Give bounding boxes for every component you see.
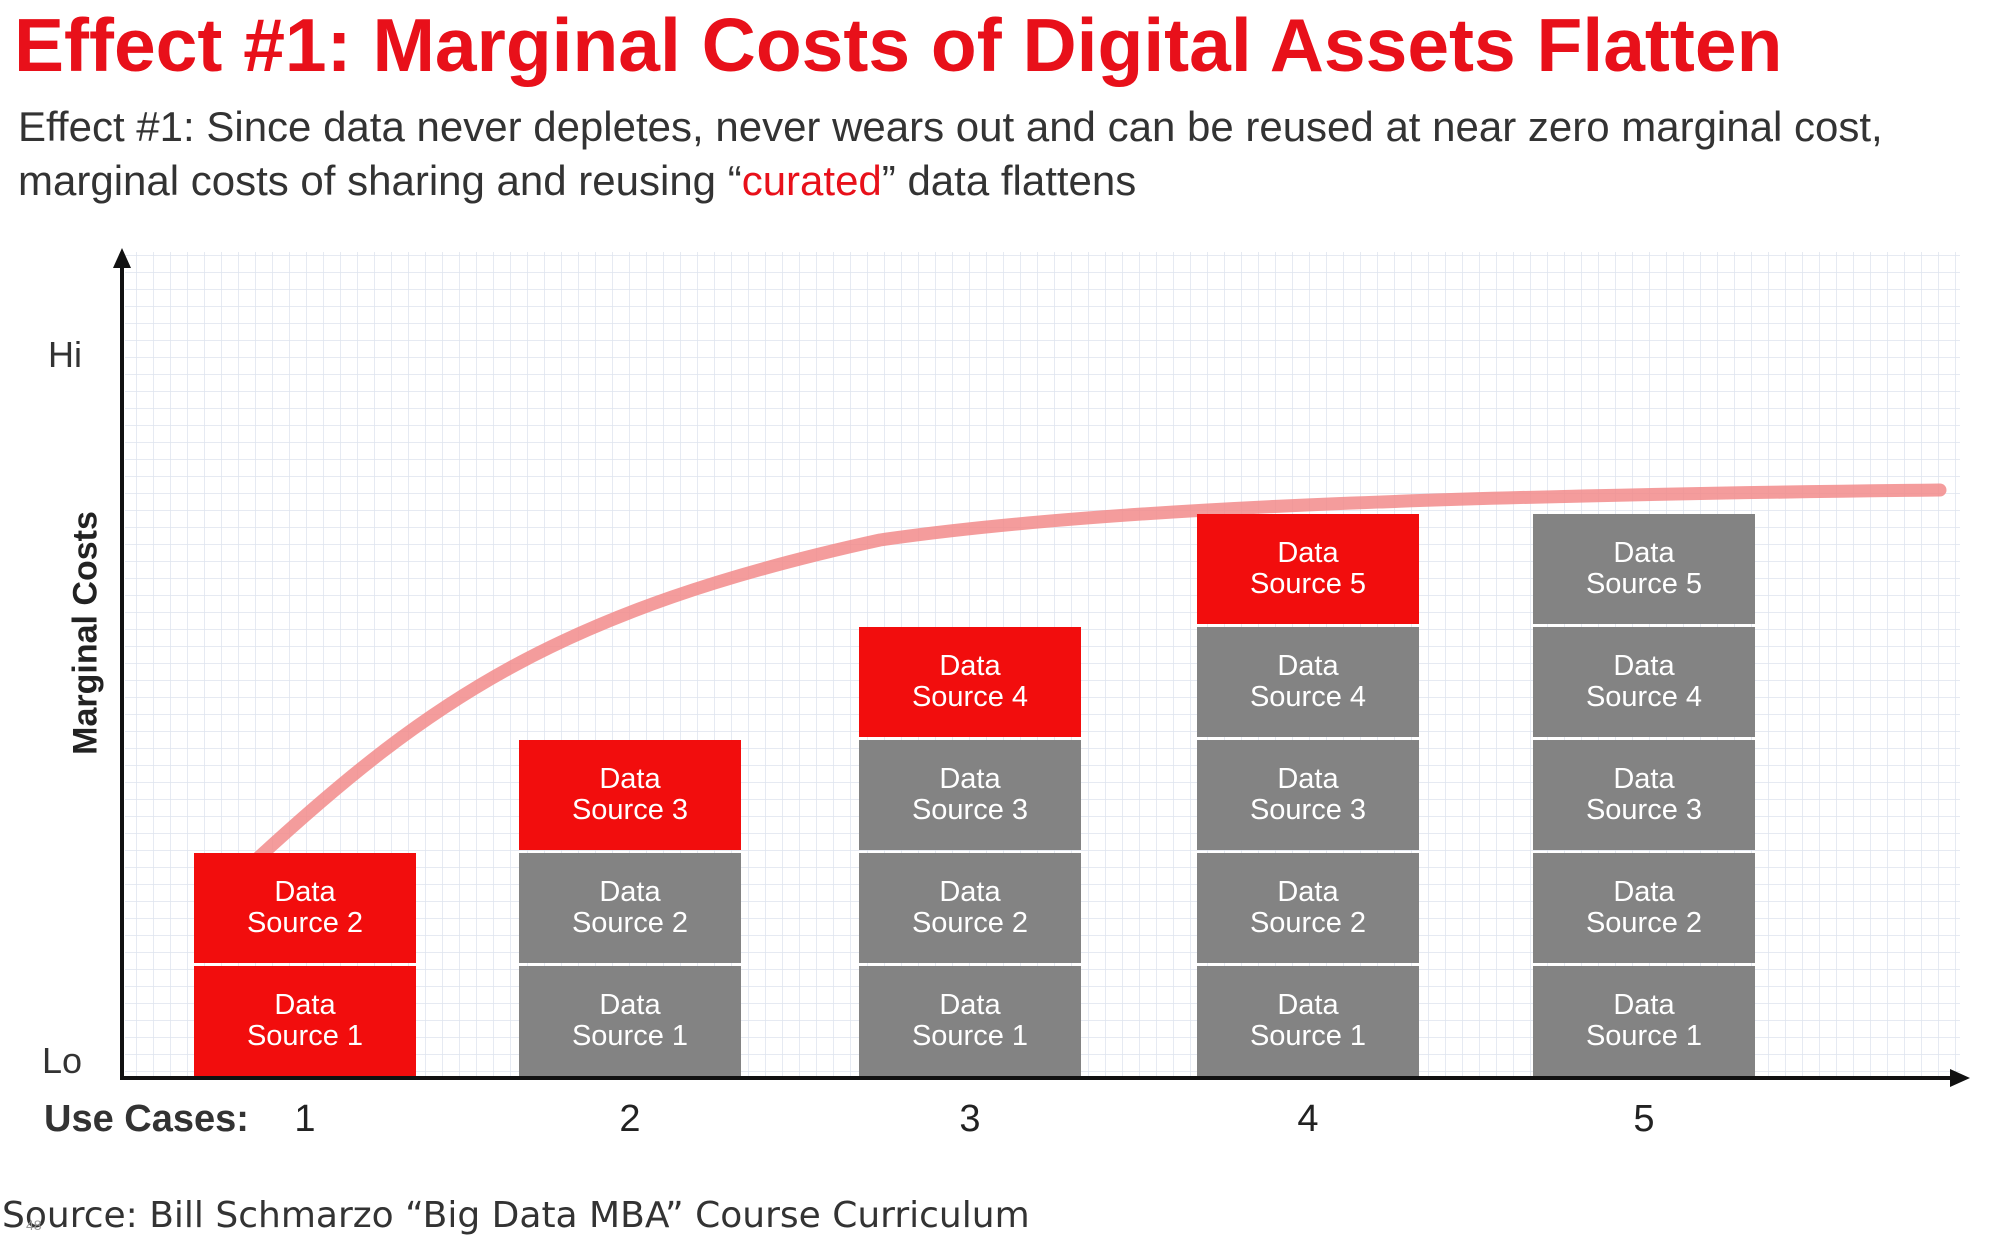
subtitle-accent-word: curated [741,157,882,204]
y-axis-arrow-icon [113,248,131,268]
data-source-block-uc4-source-2: Data Source 2 [1197,853,1419,963]
block-label-source: Source 3 [1249,794,1367,826]
block-label-source: Source 3 [571,794,689,826]
data-source-block-uc5-source-1: Data Source 1 [1533,966,1755,1076]
data-source-block-uc4-source-4: Data Source 4 [1197,627,1419,737]
data-source-block-uc2-source-3: Data Source 3 [519,740,741,850]
block-label-source: Source 1 [1249,1020,1367,1052]
data-source-block-uc3-source-3: Data Source 3 [859,740,1081,850]
data-source-block-uc3-source-2: Data Source 2 [859,853,1081,963]
block-label-source: Source 2 [571,907,689,939]
block-label-word: Data [1613,650,1675,682]
y-tick-hi: Hi [48,334,82,375]
data-source-block-uc5-source-4: Data Source 4 [1533,627,1755,737]
block-label-source: Source 1 [911,1020,1029,1052]
block-label-word: Data [274,876,336,908]
use-case-number-3: 3 [959,1098,981,1140]
block-label-word: Data [939,763,1001,795]
data-source-block-uc4-source-1: Data Source 1 [1197,966,1419,1076]
source-citation: Source: Bill Schmarzo “Big Data MBA” Cou… [2,1195,1030,1236]
y-axis-label: Marginal Costs [66,511,105,755]
block-label-word: Data [1277,763,1339,795]
block-label-word: Data [1277,989,1339,1021]
data-source-block-uc4-source-3: Data Source 3 [1197,740,1419,850]
block-label-source: Source 5 [1249,568,1367,600]
block-label-source: Source 1 [246,1020,364,1052]
block-label-source: Source 5 [1585,568,1703,600]
block-label-word: Data [1277,650,1339,682]
block-label-word: Data [1277,876,1339,908]
block-label-source: Source 2 [1249,907,1367,939]
block-label-source: Source 1 [1585,1020,1703,1052]
block-label-word: Data [599,876,661,908]
data-source-block-uc5-source-2: Data Source 2 [1533,853,1755,963]
use-case-number-1: 1 [294,1098,316,1140]
block-label-source: Source 2 [911,907,1029,939]
data-source-block-uc1-source-1: Data Source 1 [194,966,416,1076]
use-case-number-2: 2 [619,1098,641,1140]
subtitle-line-2-prefix: marginal costs of sharing and reusing “ [18,157,742,204]
block-label-word: Data [939,876,1001,908]
block-label-word: Data [939,650,1001,682]
data-source-block-uc5-source-5: Data Source 5 [1533,514,1755,624]
y-tick-lo: Lo [42,1040,83,1081]
block-label-word: Data [599,989,661,1021]
block-label-word: Data [599,763,661,795]
use-case-number-5: 5 [1633,1098,1655,1140]
data-source-block-uc5-source-3: Data Source 3 [1533,740,1755,850]
block-label-source: Source 1 [571,1020,689,1052]
block-label-source: Source 4 [911,681,1029,713]
use-case-number-4: 4 [1297,1098,1319,1140]
block-label-source: Source 2 [1585,907,1703,939]
subtitle-line-2-suffix: ” data flattens [881,157,1137,204]
block-label-word: Data [1277,537,1339,569]
block-label-word: Data [939,989,1001,1021]
block-label-source: Source 3 [1585,794,1703,826]
page-number: 48 [26,1217,42,1233]
page-title: Effect #1: Marginal Costs of Digital Ass… [14,3,1783,87]
block-label-source: Source 4 [1585,681,1703,713]
block-label-word: Data [1613,763,1675,795]
block-label-source: Source 4 [1249,681,1367,713]
data-source-block-uc1-source-2: Data Source 2 [194,853,416,963]
marginal-cost-curve [251,483,1947,865]
data-source-block-uc2-source-2: Data Source 2 [519,853,741,963]
data-source-block-uc2-source-1: Data Source 1 [519,966,741,1076]
block-label-source: Source 3 [911,794,1029,826]
data-source-block-uc4-source-5: Data Source 5 [1197,514,1419,624]
block-label-word: Data [1613,876,1675,908]
x-axis-label: Use Cases: [44,1098,249,1140]
block-label-source: Source 2 [246,907,364,939]
block-label-word: Data [1613,537,1675,569]
x-axis-arrow-icon [1950,1069,1970,1087]
data-source-block-uc3-source-1: Data Source 1 [859,966,1081,1076]
data-source-block-uc3-source-4: Data Source 4 [859,627,1081,737]
subtitle-line-1: Effect #1: Since data never depletes, ne… [18,103,1883,150]
block-label-word: Data [1613,989,1675,1021]
block-label-word: Data [274,989,336,1021]
subtitle: Effect #1: Since data never depletes, ne… [18,100,1883,208]
